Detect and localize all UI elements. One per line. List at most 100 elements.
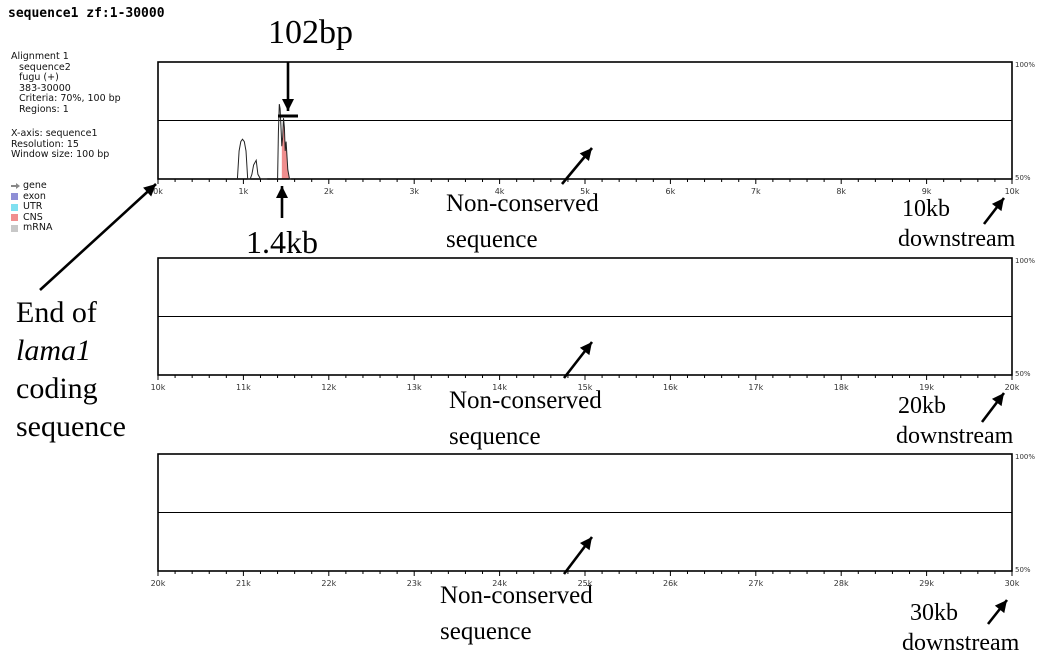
xtick-label: 15k xyxy=(578,383,593,392)
annotation-line: coding xyxy=(16,372,98,405)
window-label: Window size: 100 bp xyxy=(11,149,110,160)
square-icon xyxy=(11,224,18,232)
square-icon xyxy=(11,214,18,222)
resolution-label: Resolution: 15 xyxy=(11,138,79,150)
conservation-curve xyxy=(277,104,292,180)
xtick-label: 28k xyxy=(834,579,849,588)
legend-item-exon: exon xyxy=(11,190,52,203)
xtick-label: 18k xyxy=(834,383,849,392)
xtick-label: 9k xyxy=(922,187,932,196)
xtick-label: 3k xyxy=(409,187,419,196)
annotation-30kb-downstream: 30kb downstream xyxy=(902,598,1019,658)
xtick-label: 8k xyxy=(836,187,846,196)
annotation-line: lama1 xyxy=(16,334,91,367)
ytick-label: 50% xyxy=(1015,174,1031,182)
xtick-label: 7k xyxy=(751,187,761,196)
regions-label: Regions: 1 xyxy=(19,103,69,115)
annotation-line: 30kb xyxy=(910,600,958,626)
annotation-nonconserved-1: Non-conserved sequence xyxy=(446,186,599,258)
arrow-head xyxy=(143,184,156,197)
annotation-line: sequence xyxy=(440,618,532,645)
range-label: 383-30000 xyxy=(19,82,71,94)
legend-label: CNS xyxy=(23,211,43,223)
legend-label: mRNA xyxy=(23,222,53,233)
xtick-label: 14k xyxy=(492,383,507,392)
annotation-nonconserved-2: Non-conserved sequence xyxy=(449,383,602,455)
annotation-line: 10kb xyxy=(902,196,950,222)
annotation-line: sequence xyxy=(446,226,538,253)
xtick-label: 2k xyxy=(324,187,334,196)
arrow-nc-3 xyxy=(562,536,594,575)
annotation-line: downstream xyxy=(902,630,1020,656)
arrow-head xyxy=(991,393,1004,407)
legend: gene exon UTR CNS mRNA xyxy=(11,180,53,234)
arrow-head xyxy=(282,99,294,111)
criteria-label: Criteria: 70%, 100 bp xyxy=(19,93,121,104)
legend-item-cns: CNS xyxy=(11,211,52,224)
ytick-label: 100% xyxy=(1015,61,1035,69)
xtick-label: 10k xyxy=(151,383,166,392)
arrow-head xyxy=(579,537,592,551)
annotation-line: 20kb xyxy=(898,393,946,419)
arrow-shaft xyxy=(39,183,157,291)
legend-label: UTR xyxy=(23,201,43,212)
arrow-head xyxy=(579,148,592,162)
annotation-102bp: 102bp xyxy=(268,14,353,51)
annotation-10kb-downstream: 10kb downstream xyxy=(898,194,1015,254)
arrow-icon xyxy=(11,183,20,190)
xtick-label: 6k xyxy=(666,187,676,196)
arrow-30kb xyxy=(986,599,1009,625)
xtick-label: 30k xyxy=(1005,579,1020,588)
legend-item-mrna: mRNA xyxy=(11,222,53,234)
ytick-label: 100% xyxy=(1015,453,1035,461)
xtick-label: 22k xyxy=(321,579,336,588)
xtick-label: 17k xyxy=(748,383,763,392)
annotation-line: Non-conserved xyxy=(440,582,593,609)
xtick-label: 20k xyxy=(1005,383,1020,392)
xtick-label: 12k xyxy=(321,383,336,392)
arrow-1-4kb xyxy=(276,186,288,218)
xtick-label: 5k xyxy=(580,187,590,196)
xtick-label: 25k xyxy=(578,579,593,588)
arrow-head xyxy=(276,186,288,198)
annotation-line: sequence xyxy=(449,423,541,450)
xtick-label: 0k xyxy=(153,187,163,196)
species-label: fugu (+) xyxy=(19,72,59,83)
ytick-label: 100% xyxy=(1015,257,1035,265)
arrow-head xyxy=(994,600,1007,614)
chart-panel-2: 100% 50% 10k 11k 12k 13k 14k 15k 16k 17k 18k 19k 20k xyxy=(151,257,1036,392)
legend-item-gene: gene xyxy=(11,180,52,192)
alignment-label: Alignment 1 xyxy=(11,51,69,62)
annotation-1-4kb: 1.4kb xyxy=(246,224,318,260)
arrow-102bp xyxy=(282,62,294,111)
arrow-10kb xyxy=(982,197,1006,225)
annotation-nonconserved-3: Non-conserved sequence xyxy=(440,578,593,650)
xtick-label: 16k xyxy=(663,383,678,392)
arrow-nc-2 xyxy=(562,341,594,379)
page-title: sequence1 zf:1-30000 xyxy=(8,6,165,21)
annotation-line: Non-conserved xyxy=(449,387,602,414)
annotation-line: downstream xyxy=(898,226,1016,252)
xtick-label: 4k xyxy=(495,187,505,196)
xtick-label: 26k xyxy=(663,579,678,588)
legend-label: exon xyxy=(23,190,46,202)
chart-panel-1: 100% 50% 0k 1k 2k 3k 4k 5k 6k 7k 8k 9k 10k xyxy=(153,61,1035,196)
xtick-label: 13k xyxy=(407,383,422,392)
annotation-20kb-downstream: 20kb downstream xyxy=(896,391,1014,451)
xtick-label: 21k xyxy=(236,579,251,588)
xaxis-label: X-axis: sequence1 xyxy=(11,128,98,139)
annotation-line: downstream xyxy=(896,423,1014,449)
xtick-label: 10k xyxy=(1005,187,1020,196)
square-icon xyxy=(11,203,18,211)
xtick-label: 20k xyxy=(151,579,166,588)
arrow-head xyxy=(579,342,592,356)
ytick-label: 50% xyxy=(1015,566,1031,574)
xtick-label: 29k xyxy=(919,579,934,588)
legend-label: gene xyxy=(23,180,47,191)
alignment-info: Alignment 1 sequence2 fugu (+) 383-30000… xyxy=(11,51,121,161)
xtick-label: 1k xyxy=(239,187,249,196)
annotation-line: sequence xyxy=(16,410,126,443)
annotation-lama1-end: End of lama1 coding sequence xyxy=(16,294,126,446)
